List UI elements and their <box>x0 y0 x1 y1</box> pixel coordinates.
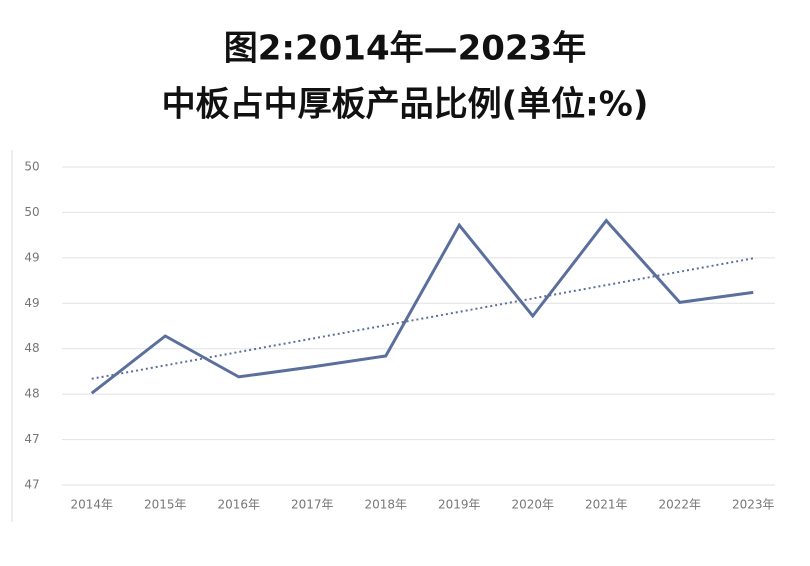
x-tick-label: 2021年 <box>585 498 628 512</box>
x-tick-label: 2022年 <box>658 498 701 512</box>
data-line <box>90 218 754 395</box>
x-tick-label: 2019年 <box>438 498 481 512</box>
chart-title: 图2:2014年—2023年 <box>224 29 587 69</box>
x-tick-label: 2015年 <box>144 498 187 512</box>
x-tick-label: 2016年 <box>217 498 260 512</box>
y-tick-label: 50 <box>24 160 39 174</box>
x-tick-label: 2020年 <box>511 498 554 512</box>
y-tick-label: 49 <box>24 296 39 310</box>
y-tick-label: 48 <box>24 387 39 401</box>
y-tick-label: 48 <box>24 341 39 355</box>
y-tick-label: 50 <box>24 205 39 219</box>
x-tick-label: 2017年 <box>291 498 334 512</box>
trendline <box>91 257 754 380</box>
x-tick-label: 2018年 <box>364 498 407 512</box>
y-tick-label: 47 <box>24 478 39 492</box>
y-tick-label: 47 <box>24 432 39 446</box>
y-tick-label: 49 <box>24 250 39 264</box>
chart-subtitle: 中板占中厚板产品比例(单位:%) <box>162 85 649 125</box>
x-tick-label: 2023年 <box>732 498 775 512</box>
x-tick-label: 2014年 <box>70 498 113 512</box>
